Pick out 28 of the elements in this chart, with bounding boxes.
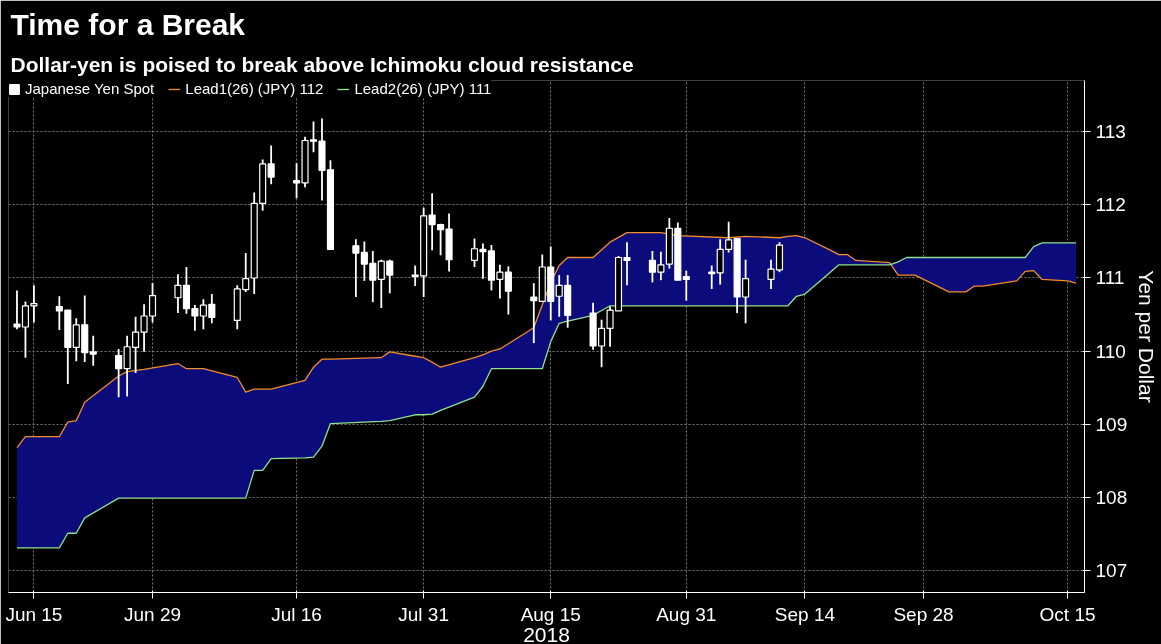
y-tick-label: 113 bbox=[1095, 121, 1126, 143]
legend-label: Japanese Yen Spot bbox=[25, 80, 155, 97]
y-axis-title: Yen per Dollar bbox=[1135, 270, 1159, 403]
y-tick-label: 111 bbox=[1095, 267, 1125, 289]
x-tick-label: Jul 16 bbox=[271, 603, 322, 625]
candlestick bbox=[352, 238, 360, 298]
line-series bbox=[16, 231, 1077, 449]
x-tick-label: Aug 31 bbox=[656, 603, 717, 625]
y-tick-label: 109 bbox=[1095, 413, 1128, 435]
x-tick-label: Jul 31 bbox=[398, 603, 449, 625]
chart-title: Time for a Break bbox=[10, 7, 246, 41]
candlestick bbox=[682, 269, 690, 302]
y-tick-label: 108 bbox=[1095, 486, 1128, 508]
legend-label: Lead1(26) (JPY) 112 bbox=[185, 80, 324, 97]
chart-subtitle: Dollar-yen is poised to break above Ichimoku cloud resistance bbox=[10, 52, 634, 76]
legend-label: Lead2(26) (JPY) 111 bbox=[354, 80, 492, 97]
candlestick bbox=[708, 264, 716, 290]
candlestick bbox=[530, 282, 538, 344]
x-tick-label: Sep 28 bbox=[893, 603, 954, 625]
candlestick bbox=[267, 144, 275, 186]
y-tick-label: 107 bbox=[1095, 560, 1128, 582]
x-tick-label: Jun 15 bbox=[5, 603, 63, 625]
x-tick-label: Oct 15 bbox=[1039, 603, 1096, 625]
y-tick-label: 112 bbox=[1095, 194, 1126, 216]
x-tick-label: Sep 14 bbox=[774, 603, 836, 625]
candlestick bbox=[89, 334, 97, 367]
x-tick-label: Jun 29 bbox=[124, 603, 182, 625]
y-tick-label: 110 bbox=[1095, 340, 1126, 362]
